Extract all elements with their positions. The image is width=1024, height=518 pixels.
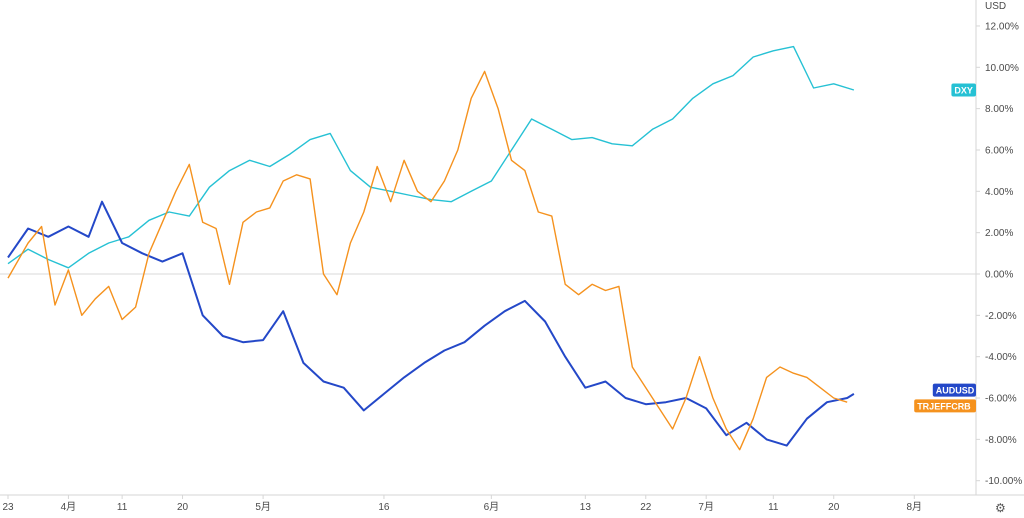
series-label-text: AUDUSD xyxy=(936,386,975,396)
series-label-audusd: AUDUSD xyxy=(932,383,976,397)
price-tick-label: 2.00% xyxy=(985,228,1013,239)
time-tick-label: 23 xyxy=(2,502,14,513)
series-line-trjeffcrb[interactable] xyxy=(7,70,848,451)
price-tick-label: 4.00% xyxy=(985,187,1013,198)
time-tick-label: 20 xyxy=(828,502,840,513)
time-tick-label: 6月 xyxy=(484,501,500,513)
price-tick-label: 10.00% xyxy=(985,63,1019,74)
series-label-bg xyxy=(914,399,976,413)
series-label-bg xyxy=(951,83,976,97)
price-tick-label: -4.00% xyxy=(985,352,1017,363)
time-tick-label: 20 xyxy=(177,502,189,513)
price-tick-label: 8.00% xyxy=(985,104,1013,115)
settings-gear-icon[interactable]: ⚙ xyxy=(995,501,1006,515)
series-label-trjeffcrb: TRJEFFCRB xyxy=(914,399,976,413)
series-label-dxy: DXY xyxy=(951,83,976,97)
price-tick-label: -6.00% xyxy=(985,394,1017,405)
price-axis[interactable]: USD 12.00% 10.00% 8.00% 6.00% 4.00% 2.00% 0.00… xyxy=(975,0,1022,495)
time-tick-label: 11 xyxy=(117,502,128,513)
series-label-bg xyxy=(932,383,976,397)
price-tick-label: 12.00% xyxy=(985,21,1019,32)
series-label-text: DXY xyxy=(954,86,973,96)
time-tick-label: 11 xyxy=(768,502,779,513)
time-tick-label: 8月 xyxy=(907,501,923,513)
price-tick-label: 0.00% xyxy=(985,270,1013,281)
price-tick-label: 6.00% xyxy=(985,145,1013,156)
time-axis[interactable]: 23 4月 11 20 5月 16 6月 13 22 7月 11 20 8月 xyxy=(0,494,1024,513)
time-tick-label: 5月 xyxy=(255,501,271,513)
series-layer[interactable] xyxy=(7,45,855,451)
series-line-dxy[interactable] xyxy=(7,45,855,269)
series-label-text: TRJEFFCRB xyxy=(917,401,971,411)
series-line-audusd[interactable] xyxy=(7,200,855,447)
price-tick-label: -8.00% xyxy=(985,435,1017,446)
price-tick-label: -2.00% xyxy=(985,311,1017,322)
time-tick-label: 4月 xyxy=(61,501,77,513)
price-tick-label: -10.00% xyxy=(985,476,1022,487)
time-tick-label: 13 xyxy=(580,502,592,513)
time-tick-label: 7月 xyxy=(698,501,714,513)
series-labels: DXY AUDUSD TRJEFFCRB xyxy=(914,83,976,413)
time-tick-label: 16 xyxy=(378,502,390,513)
time-tick-label: 22 xyxy=(640,502,652,513)
price-axis-unit: USD xyxy=(985,1,1006,12)
